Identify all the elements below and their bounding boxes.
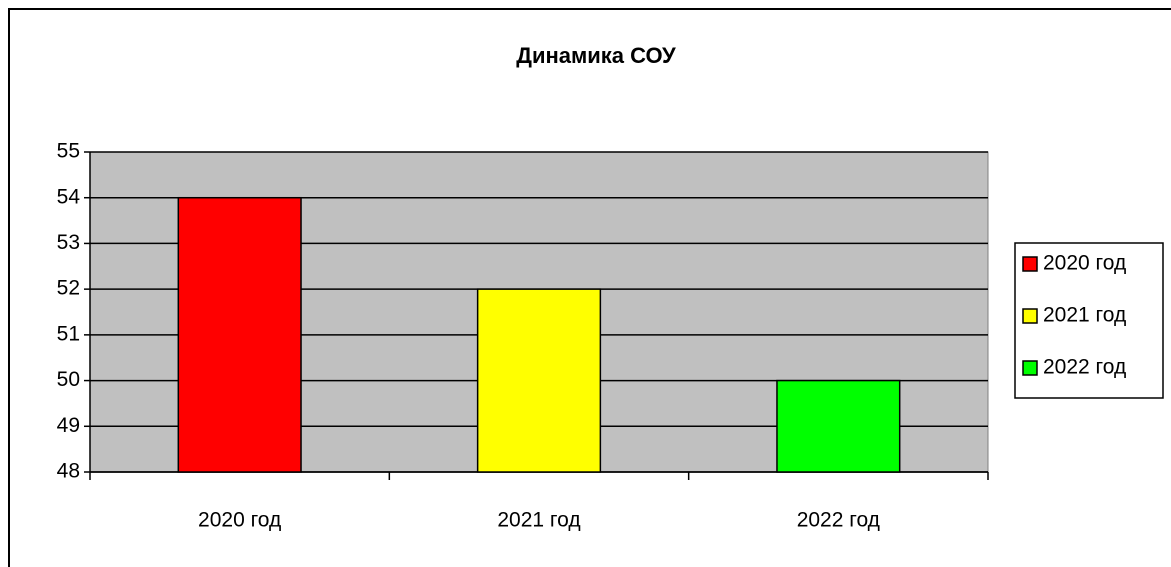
x-tick-label: 2021 год xyxy=(497,509,580,532)
y-tick-label: 49 xyxy=(57,414,80,437)
legend-swatch xyxy=(1022,256,1038,272)
legend-label: 2022 год xyxy=(1043,356,1126,379)
y-tick-label: 55 xyxy=(57,140,80,163)
y-tick-label: 51 xyxy=(57,322,80,345)
y-tick-label: 50 xyxy=(57,368,80,391)
legend-swatch xyxy=(1022,308,1038,324)
bar xyxy=(177,196,302,473)
bar xyxy=(476,288,602,473)
bar xyxy=(776,379,901,473)
x-tick-label: 2022 год xyxy=(797,509,880,532)
x-tick-label: 2020 год xyxy=(198,509,281,532)
y-tick-label: 54 xyxy=(57,185,81,208)
y-tick-label: 53 xyxy=(57,231,80,254)
legend-swatch xyxy=(1022,360,1038,376)
chart-title: Динамика СОУ xyxy=(516,43,676,68)
y-tick-label: 52 xyxy=(57,277,80,300)
legend-label: 2020 год xyxy=(1043,252,1126,275)
legend-label: 2021 год xyxy=(1043,304,1126,327)
y-tick-label: 48 xyxy=(57,460,80,483)
legend-box xyxy=(1014,242,1164,399)
